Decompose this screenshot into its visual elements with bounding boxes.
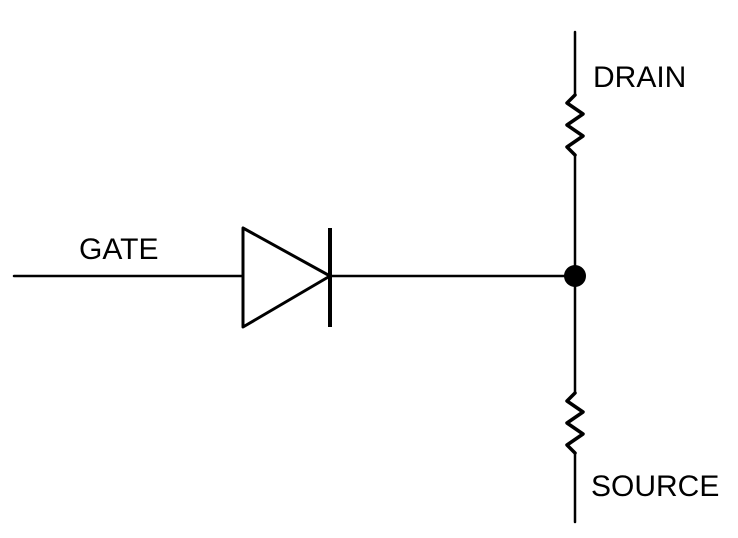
junction-dot — [564, 265, 586, 287]
drain-resistor — [565, 93, 585, 157]
drain-label: DRAIN — [593, 61, 686, 94]
diode-anode-triangle — [241, 226, 332, 329]
diode — [241, 226, 332, 329]
gate-label: GATE — [79, 233, 158, 266]
source-label: SOURCE — [591, 470, 719, 503]
source-resistor — [565, 391, 585, 455]
